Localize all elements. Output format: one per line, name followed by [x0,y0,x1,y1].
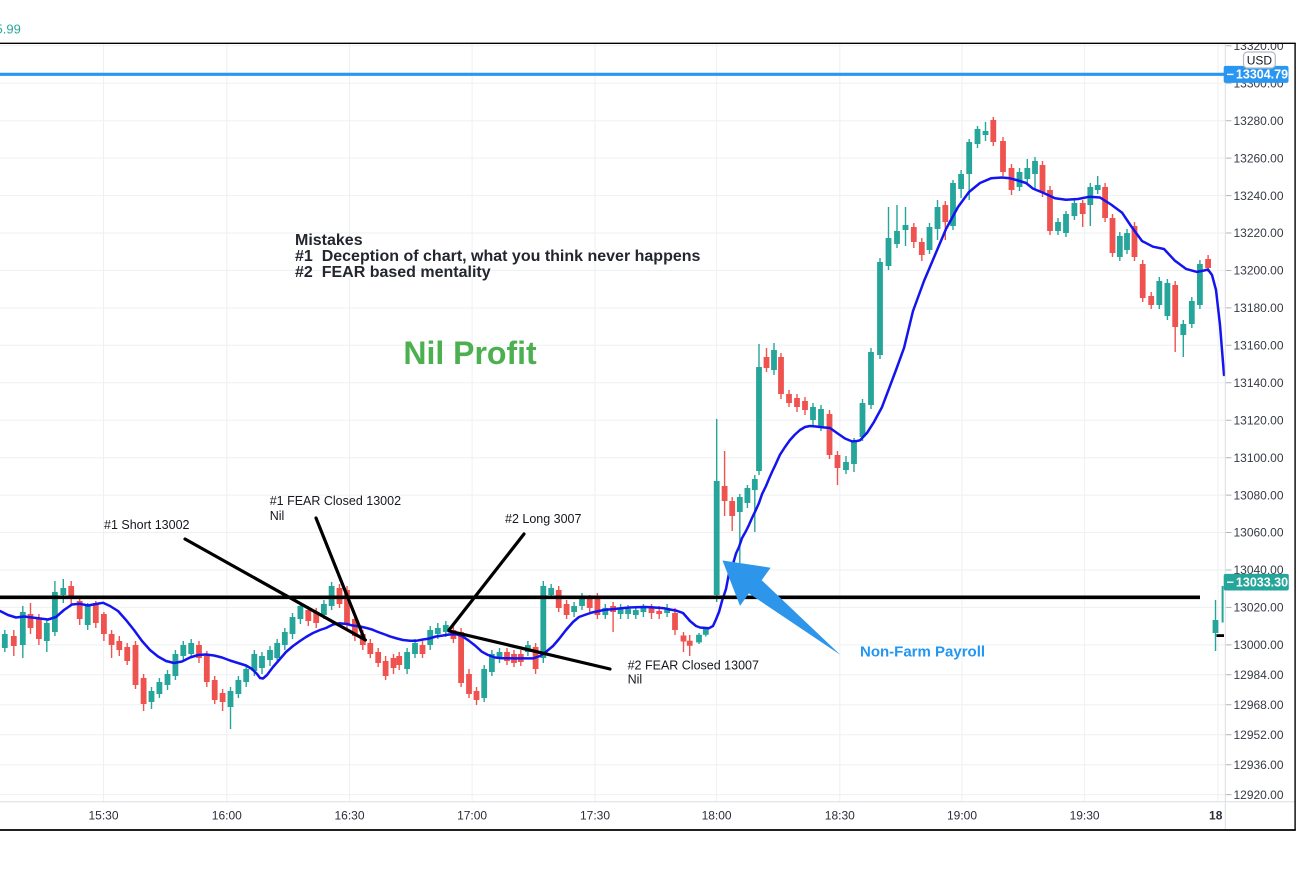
svg-text:13000.00: 13000.00 [1233,638,1283,652]
svg-text:Nil: Nil [628,673,643,687]
svg-text:#2 FEAR Closed 13007: #2 FEAR Closed 13007 [628,659,759,673]
svg-text:13100.00: 13100.00 [1233,451,1283,465]
svg-text:12920.00: 12920.00 [1233,788,1283,802]
svg-text:#2 FEAR based mentality: #2 FEAR based mentality [295,264,491,281]
svg-text:USD: USD [1247,53,1273,67]
svg-text:12968.00: 12968.00 [1233,698,1283,712]
svg-text:18:00: 18:00 [702,808,732,822]
svg-text:13260.00: 13260.00 [1233,151,1283,165]
svg-text:5.99: 5.99 [0,22,21,37]
svg-text:13200.00: 13200.00 [1233,264,1283,278]
svg-text:15:30: 15:30 [88,808,118,822]
svg-text:13060.00: 13060.00 [1233,526,1283,540]
svg-text:12936.00: 12936.00 [1233,758,1283,772]
svg-text:13140.00: 13140.00 [1233,376,1283,390]
svg-text:13320.00: 13320.00 [1233,39,1283,53]
svg-text:18: 18 [1209,808,1223,822]
svg-text:13020.00: 13020.00 [1233,601,1283,615]
svg-text:13033.30: 13033.30 [1236,576,1288,590]
svg-text:13040.00: 13040.00 [1233,563,1283,577]
svg-text:#1 Deception of chart, what y: #1 Deception of chart, what you think ne… [295,248,701,265]
svg-text:#1 FEAR Closed 13002: #1 FEAR Closed 13002 [270,494,401,508]
svg-text:13120.00: 13120.00 [1233,413,1283,427]
svg-text:12984.00: 12984.00 [1233,668,1283,682]
svg-text:13280.00: 13280.00 [1233,114,1283,128]
svg-text:17:30: 17:30 [580,808,610,822]
svg-text:13304.79: 13304.79 [1236,68,1288,82]
svg-text:19:30: 19:30 [1070,808,1100,822]
svg-text:Nil Profit: Nil Profit [403,335,537,371]
svg-text:Non-Farm Payroll: Non-Farm Payroll [860,643,985,660]
svg-text:#1 Short 13002: #1 Short 13002 [104,518,190,532]
svg-text:Nil: Nil [270,509,285,523]
svg-text:17:00: 17:00 [457,808,487,822]
svg-text:13160.00: 13160.00 [1233,339,1283,353]
svg-text:13240.00: 13240.00 [1233,189,1283,203]
svg-text:16:30: 16:30 [334,808,364,822]
svg-text:19:00: 19:00 [947,808,977,822]
svg-text:#2 Long 3007: #2 Long 3007 [505,512,582,526]
svg-text:13080.00: 13080.00 [1233,488,1283,502]
svg-text:13220.00: 13220.00 [1233,226,1283,240]
svg-text:16:00: 16:00 [212,808,242,822]
svg-text:12952.00: 12952.00 [1233,728,1283,742]
svg-text:Mistakes: Mistakes [295,232,363,249]
svg-text:18:30: 18:30 [825,808,855,822]
svg-text:13180.00: 13180.00 [1233,301,1283,315]
